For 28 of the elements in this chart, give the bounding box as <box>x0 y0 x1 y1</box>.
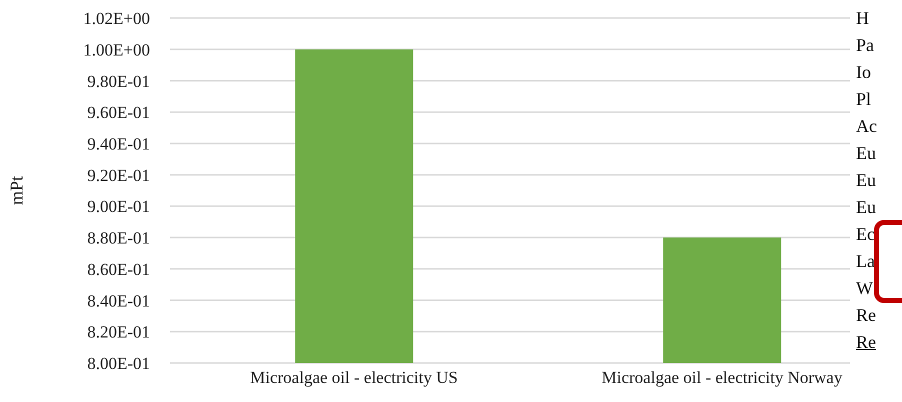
text: Re <box>856 331 876 354</box>
y-tick-label: 9.00E-01 <box>87 197 150 216</box>
y-tick-label: 9.80E-01 <box>87 72 150 91</box>
y-tick-label: 8.60E-01 <box>87 260 150 279</box>
text: Ec <box>856 223 875 246</box>
y-tick-label: 9.40E-01 <box>87 134 150 154</box>
text: Eu <box>856 169 876 192</box>
y-tick-label: 1.00E+00 <box>83 40 150 60</box>
text: Ac <box>856 115 877 138</box>
y-tick-label: 8.80E-01 <box>87 228 150 248</box>
text: Pa <box>856 34 874 57</box>
y-tick-label: 9.60E-01 <box>87 103 150 122</box>
text: Re <box>856 304 876 327</box>
text: Eu <box>856 142 876 165</box>
text: Eu <box>856 196 876 219</box>
text: W <box>856 277 873 300</box>
y-axis-title: mPt <box>6 176 26 206</box>
y-tick-label: 8.00E-01 <box>87 354 150 374</box>
text: Pl <box>856 88 872 111</box>
text: H <box>856 7 869 30</box>
y-tick-label: 1.02E+00 <box>83 9 150 28</box>
x-tick-label: Microalgae oil - electricity US <box>250 368 458 388</box>
text: Io <box>856 61 871 84</box>
y-tick-label: 8.40E-01 <box>87 291 150 310</box>
y-tick-label: 9.20E-01 <box>87 166 150 185</box>
y-tick-label: 8.20E-01 <box>87 322 150 342</box>
text: La <box>856 250 875 273</box>
x-tick-label: Microalgae oil - electricity Norway <box>602 368 843 388</box>
